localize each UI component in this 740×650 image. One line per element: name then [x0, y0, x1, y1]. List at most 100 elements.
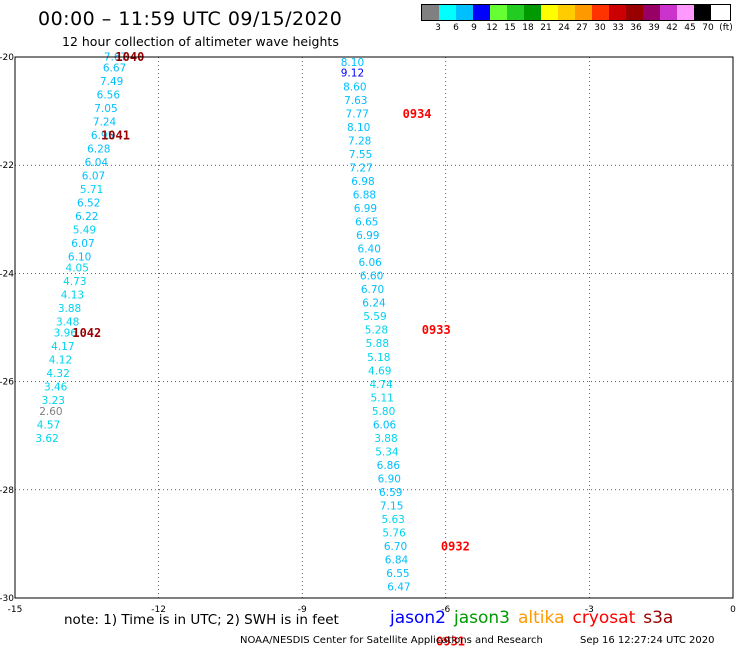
- swh-value-label: 4.69: [368, 365, 391, 377]
- pass-time-label: 0932: [441, 540, 470, 554]
- swh-value-label: 3.96: [54, 327, 78, 339]
- swh-value-label: 6.95: [91, 130, 114, 142]
- satellite-legend-item: jason2: [390, 608, 446, 628]
- swh-value-label: 7.28: [348, 135, 371, 147]
- lat-tick-label: -20: [0, 53, 14, 63]
- legend-label: 12: [486, 23, 498, 33]
- legend-swatch: [507, 5, 524, 20]
- swh-value-label: 7.77: [346, 108, 369, 120]
- swh-value-label: 5.76: [382, 528, 406, 540]
- swh-value-label: 4.12: [49, 354, 72, 366]
- legend-label: 18: [522, 23, 534, 33]
- swh-value-label: 6.70: [384, 541, 407, 553]
- swh-value-label: 6.65: [355, 217, 378, 229]
- swh-value-label: 6.10: [68, 252, 91, 264]
- pass-time-label: 0934: [403, 107, 432, 121]
- legend-swatch: [456, 5, 473, 20]
- legend-label: 33: [612, 23, 624, 33]
- swh-value-label: 6.99: [356, 230, 379, 242]
- legend-swatch: [626, 5, 643, 20]
- satellite-legend-item: jason3: [454, 608, 510, 628]
- axis-labels: -15 -12 -9 -6 -3 0-20-22-24-26-28-30: [0, 53, 736, 615]
- legend-label: 3: [435, 23, 441, 33]
- credit-text: NOAA/NESDIS Center for Satellite Applica…: [240, 635, 543, 646]
- legend-swatch: [643, 5, 660, 20]
- legend-label: 45: [684, 23, 696, 33]
- pass-time-label: 0931: [436, 634, 465, 648]
- legend-swatch: [558, 5, 575, 20]
- legend-swatches: [421, 4, 731, 21]
- satellite-legend-item: s3a: [643, 608, 674, 628]
- swh-value-label: 4.57: [37, 419, 60, 431]
- swh-value-label: 5.88: [366, 338, 389, 350]
- lon-tick-label: 0: [730, 605, 736, 615]
- swh-value-label: 6.06: [373, 419, 397, 431]
- lon-tick-label: -9: [298, 605, 307, 615]
- track-cryosat: 8.109.128.607.637.778.107.287.557.276.98…: [341, 57, 470, 648]
- legend-label: 27: [576, 23, 588, 33]
- lat-tick-label: -28: [0, 486, 14, 496]
- legend-label: 21: [540, 23, 552, 33]
- swh-value-label: 4.32: [46, 368, 69, 380]
- swh-value-label: 6.84: [385, 555, 409, 567]
- legend-swatch: [490, 5, 507, 20]
- swh-value-label: 7.55: [349, 149, 372, 161]
- pass-time-label: 1041: [101, 128, 130, 142]
- swh-value-label: 6.90: [378, 473, 401, 485]
- swh-value-label: 4.05: [66, 262, 89, 274]
- swh-value-label: 3.88: [58, 303, 81, 315]
- swh-value-label: 6.28: [87, 143, 110, 155]
- legend-label: (ft): [719, 23, 733, 33]
- satellite-tracks: 7.676.677.496.567.057.246.956.286.046.07…: [35, 50, 469, 648]
- map-subtitle: 12 hour collection of altimeter wave hei…: [62, 34, 339, 49]
- swh-value-label: 5.34: [375, 446, 399, 458]
- generated-timestamp: Sep 16 12:27:24 UTC 2020: [580, 635, 715, 646]
- swh-value-label: 5.63: [381, 514, 404, 526]
- satellite-legend-item: altika: [518, 608, 565, 628]
- swh-value-label: 6.52: [77, 198, 100, 210]
- swh-value-label: 3.48: [56, 317, 79, 329]
- legend-label: 36: [630, 23, 642, 33]
- swh-value-label: 6.04: [85, 157, 109, 169]
- swh-value-label: 6.07: [82, 171, 105, 183]
- legend-labels: 3 6 9 12 15 18 21 24 27 30 33 36 39 42 45 70 (ft): [421, 21, 733, 35]
- legend-label: 24: [558, 23, 570, 33]
- swh-value-label: 6.88: [353, 189, 376, 201]
- swh-value-label: 6.24: [362, 298, 386, 310]
- track-cryosat: 7.676.677.496.567.057.246.956.286.046.07…: [35, 50, 144, 445]
- swh-value-label: 7.15: [380, 501, 403, 513]
- swh-value-label: 6.60: [360, 271, 383, 283]
- swh-value-label: 6.55: [386, 568, 409, 580]
- legend-swatch: [422, 5, 439, 20]
- legend-swatch: [473, 5, 490, 20]
- lon-tick-label: -6: [441, 605, 450, 615]
- swh-value-label: 5.18: [367, 352, 390, 364]
- legend-swatch: [660, 5, 677, 20]
- legend-label: 15: [504, 23, 516, 33]
- swh-value-label: 6.47: [387, 582, 410, 594]
- legend-label: 70: [702, 23, 714, 33]
- swh-value-label: 6.70: [361, 284, 384, 296]
- lon-tick-label: -12: [151, 605, 166, 615]
- swh-value-label: 6.07: [71, 238, 94, 250]
- swh-value-label: 3.23: [42, 395, 65, 407]
- swh-value-label: 6.99: [354, 203, 377, 215]
- swh-value-label: 7.05: [94, 103, 117, 115]
- swh-value-label: 5.11: [370, 392, 393, 404]
- swh-value-label: 9.12: [341, 68, 364, 80]
- swh-value-label: 5.49: [73, 225, 96, 237]
- swh-value-label: 5.28: [365, 325, 388, 337]
- legend-swatch: [592, 5, 609, 20]
- lon-tick-label: -15: [8, 605, 23, 615]
- lat-tick-label: -26: [0, 378, 14, 388]
- swh-value-label: 7.49: [100, 76, 123, 88]
- legend-label: 39: [648, 23, 660, 33]
- swh-value-label: 3.46: [44, 382, 68, 394]
- swh-value-label: 5.80: [372, 406, 395, 418]
- swh-value-label: 6.86: [377, 460, 401, 472]
- satellite-legend-item: cryosat: [572, 608, 636, 628]
- swh-value-label: 7.24: [93, 116, 117, 128]
- swh-value-label: 6.67: [103, 62, 126, 74]
- footer-note: note: 1) Time is in UTC; 2) SWH is in fe…: [64, 612, 339, 628]
